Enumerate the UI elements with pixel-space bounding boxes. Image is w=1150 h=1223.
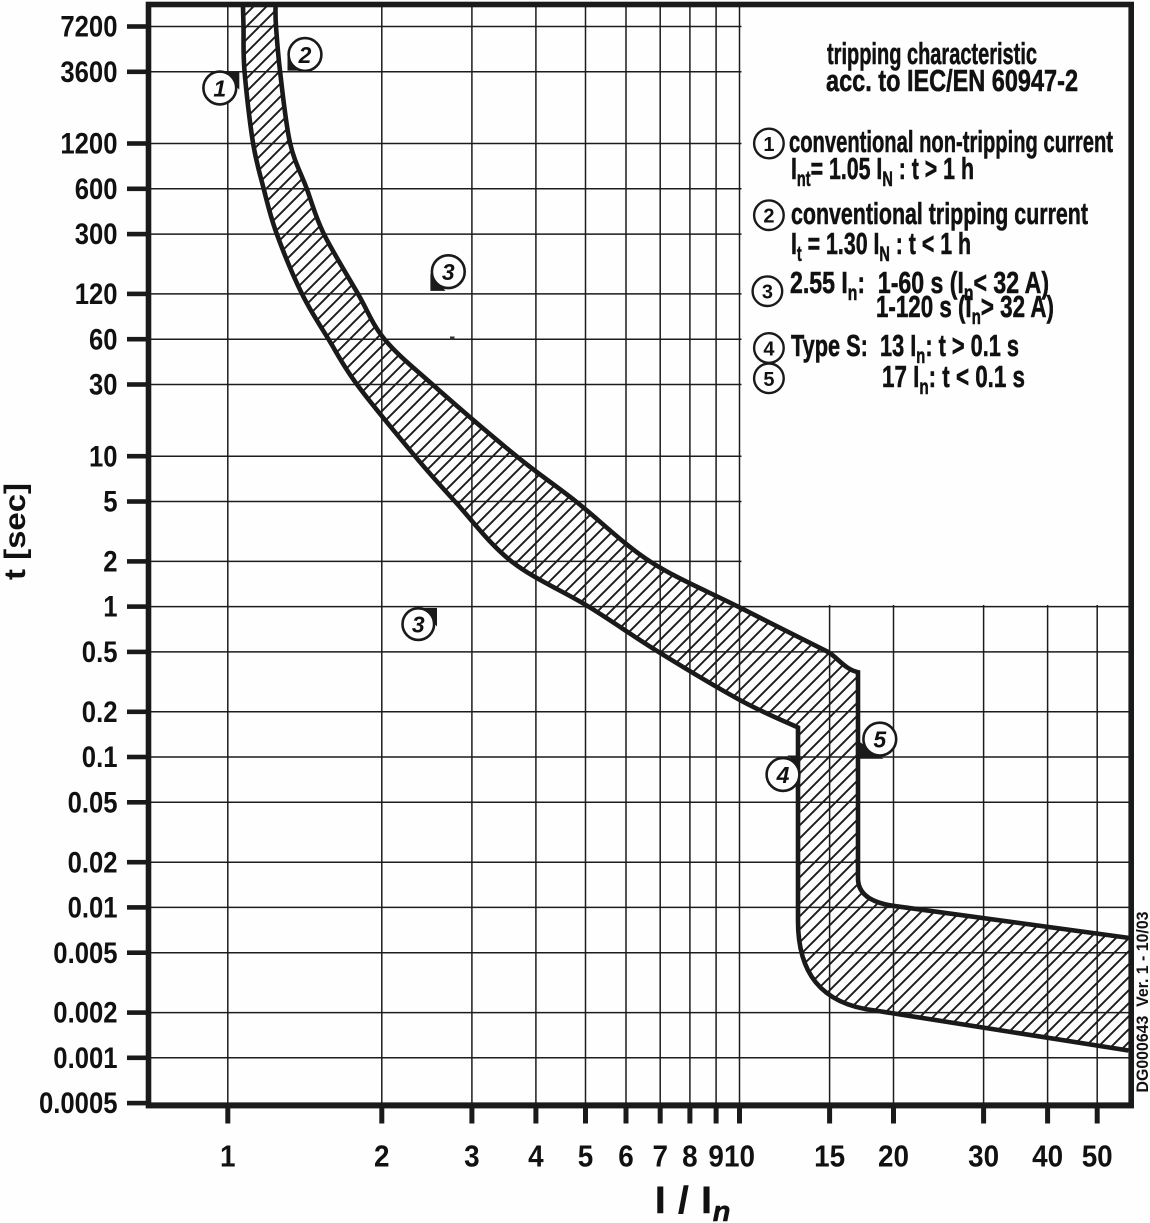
svg-text:1: 1 bbox=[103, 591, 117, 624]
svg-text:9: 9 bbox=[708, 1138, 724, 1173]
svg-text:600: 600 bbox=[75, 173, 118, 206]
svg-text:1: 1 bbox=[763, 134, 774, 156]
svg-text:0.0005: 0.0005 bbox=[39, 1087, 118, 1120]
svg-text:120: 120 bbox=[75, 278, 118, 311]
svg-text:4: 4 bbox=[776, 762, 790, 788]
svg-text:0.002: 0.002 bbox=[53, 997, 117, 1030]
svg-text:2: 2 bbox=[763, 206, 774, 228]
svg-text:1: 1 bbox=[220, 1138, 236, 1173]
svg-text:5: 5 bbox=[873, 726, 887, 752]
svg-text:50: 50 bbox=[1082, 1138, 1113, 1173]
svg-text:t [sec]: t [sec] bbox=[0, 483, 32, 580]
svg-text:3: 3 bbox=[412, 611, 425, 637]
svg-text:1: 1 bbox=[213, 75, 226, 101]
svg-text:0.001: 0.001 bbox=[53, 1042, 117, 1075]
svg-text:3600: 3600 bbox=[60, 56, 117, 89]
svg-text:4: 4 bbox=[763, 339, 775, 361]
svg-text:2: 2 bbox=[103, 546, 117, 579]
svg-text:0.5: 0.5 bbox=[82, 636, 118, 669]
svg-text:6: 6 bbox=[618, 1138, 634, 1173]
svg-text:4: 4 bbox=[528, 1138, 544, 1173]
svg-text:5: 5 bbox=[763, 369, 774, 391]
svg-text:20: 20 bbox=[878, 1138, 909, 1173]
svg-text:8: 8 bbox=[682, 1138, 698, 1173]
svg-text:0.2: 0.2 bbox=[82, 696, 118, 729]
svg-text:0.01: 0.01 bbox=[68, 892, 118, 925]
svg-text:0.05: 0.05 bbox=[68, 786, 118, 819]
svg-text:3: 3 bbox=[464, 1138, 480, 1173]
svg-text:300: 300 bbox=[75, 218, 118, 251]
svg-text:60: 60 bbox=[89, 323, 118, 356]
svg-text:0.1: 0.1 bbox=[82, 741, 118, 774]
svg-text:0.02: 0.02 bbox=[68, 846, 118, 879]
svg-text:3: 3 bbox=[762, 282, 773, 304]
svg-text:3: 3 bbox=[442, 259, 455, 285]
svg-text:7200: 7200 bbox=[60, 11, 117, 44]
svg-text:DG000643 Ver. 1 - 10/03: DG000643 Ver. 1 - 10/03 bbox=[1134, 912, 1150, 1093]
svg-text:5: 5 bbox=[103, 486, 117, 519]
svg-text:30: 30 bbox=[968, 1138, 999, 1173]
svg-text:1200: 1200 bbox=[60, 128, 117, 161]
svg-text:5: 5 bbox=[578, 1138, 594, 1173]
svg-text:7: 7 bbox=[652, 1138, 668, 1173]
svg-text:40: 40 bbox=[1032, 1138, 1063, 1173]
svg-text:10: 10 bbox=[89, 440, 118, 473]
svg-text:0.005: 0.005 bbox=[53, 937, 117, 970]
svg-text:30: 30 bbox=[89, 369, 118, 402]
svg-text:2: 2 bbox=[298, 42, 312, 68]
svg-text:15: 15 bbox=[814, 1138, 845, 1173]
svg-text:2: 2 bbox=[374, 1138, 390, 1173]
svg-text:10: 10 bbox=[724, 1138, 755, 1173]
